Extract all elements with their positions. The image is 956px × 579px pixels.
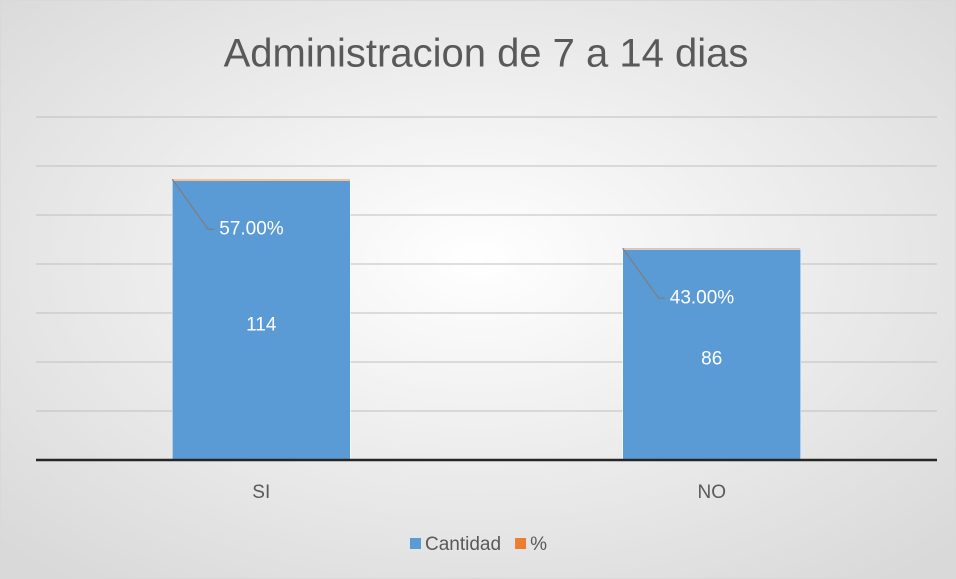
bar	[172, 180, 351, 461]
bar	[622, 249, 801, 461]
legend-swatch	[515, 538, 527, 549]
data-label: 86	[701, 349, 722, 370]
data-label: 114	[246, 314, 277, 335]
x-tick-label: NO	[698, 482, 727, 503]
leader-line	[622, 247, 665, 299]
bar	[622, 247, 801, 250]
legend-label: %	[530, 534, 547, 555]
data-label: 57.00%	[219, 218, 284, 239]
legend-label: Cantidad	[425, 534, 501, 555]
x-tick-label: SI	[252, 482, 270, 503]
data-label: 43.00%	[670, 287, 735, 308]
leader-line	[171, 178, 215, 230]
chart-title: Administracion de 7 a 14 dias	[224, 32, 749, 76]
legend-swatch	[410, 538, 421, 549]
bar	[172, 179, 351, 181]
